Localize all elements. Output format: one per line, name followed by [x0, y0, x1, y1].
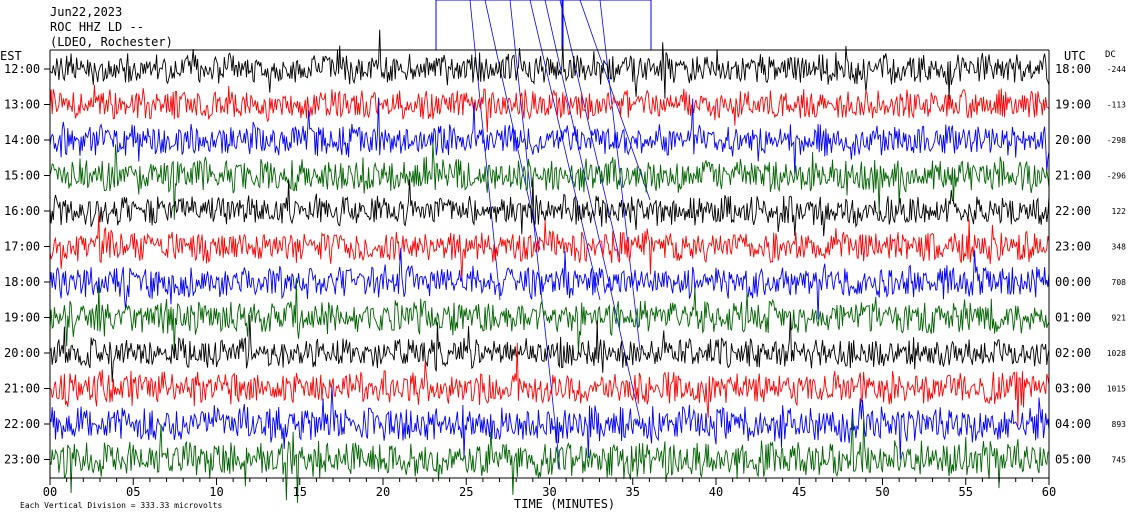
- utc-time-label: 04:00: [1055, 417, 1091, 431]
- est-time-label: 15:00: [4, 169, 40, 183]
- est-time-label: 16:00: [4, 204, 40, 218]
- utc-time-label: 20:00: [1055, 133, 1091, 147]
- row-labels: 12:00 18:00 -244 13:00 19:00 -113 14:00 20:00 -2…: [4, 62, 1126, 467]
- trace-row-14:00: [49, 97, 1050, 175]
- est-time-label: 22:00: [4, 417, 40, 431]
- dc-offset-value: 745: [1112, 456, 1127, 465]
- event-marker-box: [562, 0, 652, 51]
- plot-frame: [49, 49, 1050, 485]
- dc-offset-value: -298: [1107, 136, 1126, 145]
- trace-row-23:00: [49, 416, 1050, 503]
- trace-row-17:00: [49, 214, 1050, 282]
- est-time-label: 20:00: [4, 346, 40, 360]
- trace-row-22:00: [49, 385, 1050, 460]
- utc-time-label: 03:00: [1055, 382, 1091, 396]
- dc-label: DC: [1105, 50, 1116, 60]
- est-time-label: 21:00: [4, 382, 40, 396]
- trace-group: [49, 29, 1050, 503]
- est-time-label: 14:00: [4, 133, 40, 147]
- est-time-label: 23:00: [4, 453, 40, 467]
- x-tick-label: 00: [43, 485, 57, 499]
- x-axis-ticks: 00 05 10 15 20 25 30 35 40 45 50 55 60: [43, 485, 1056, 499]
- est-time-label: 17:00: [4, 240, 40, 254]
- x-tick-label: 40: [709, 485, 723, 499]
- utc-time-label: 02:00: [1055, 346, 1091, 360]
- dc-offset-value: 1028: [1107, 349, 1126, 358]
- utc-time-label: 19:00: [1055, 98, 1091, 112]
- header-network: (LDEO, Rochester): [50, 35, 173, 49]
- dc-offset-value: -113: [1107, 101, 1126, 110]
- x-tick-label: 05: [126, 485, 140, 499]
- scale-note: Each Vertical Division = 333.33 microvol…: [20, 501, 222, 510]
- trace-row-19:00: [49, 277, 1050, 355]
- dc-offset-value: 893: [1112, 420, 1127, 429]
- trace-row-21:00: [49, 342, 1050, 427]
- dc-offset-value: 348: [1112, 243, 1127, 252]
- utc-time-label: 21:00: [1055, 169, 1091, 183]
- est-time-label: 13:00: [4, 98, 40, 112]
- trace-row-15:00: [49, 142, 1050, 220]
- x-tick-label: 10: [209, 485, 223, 499]
- right-timezone-label: UTC: [1064, 49, 1086, 63]
- event-marker-line: [544, 0, 641, 421]
- dc-offset-value: 122: [1112, 207, 1127, 216]
- x-tick-label: 25: [459, 485, 473, 499]
- trace-row-18:00: [49, 248, 1050, 320]
- utc-time-label: 05:00: [1055, 453, 1091, 467]
- x-tick-label: 15: [293, 485, 307, 499]
- dc-offset-value: 708: [1112, 278, 1127, 287]
- utc-time-label: 00:00: [1055, 275, 1091, 289]
- x-tick-label: 55: [959, 485, 973, 499]
- trace-row-16:00: [49, 177, 1050, 237]
- left-timezone-label: EST: [0, 49, 22, 63]
- utc-time-label: 01:00: [1055, 311, 1091, 325]
- trace-row-20:00: [49, 313, 1050, 383]
- x-tick-label: 60: [1042, 485, 1056, 499]
- utc-time-label: 23:00: [1055, 240, 1091, 254]
- x-tick-label: 50: [875, 485, 889, 499]
- est-time-label: 12:00: [4, 62, 40, 76]
- event-marker-box: [435, 0, 563, 51]
- x-axis-title: TIME (MINUTES): [514, 497, 615, 511]
- dc-offset-value: -244: [1107, 65, 1126, 74]
- header-station: ROC HHZ LD --: [50, 20, 144, 34]
- x-tick-label: 45: [792, 485, 806, 499]
- x-tick-label: 35: [626, 485, 640, 499]
- dc-offset-value: 1015: [1107, 385, 1126, 394]
- utc-time-label: 18:00: [1055, 62, 1091, 76]
- trace-row-12:00: [49, 29, 1050, 100]
- header-date: Jun22,2023: [50, 5, 122, 19]
- trace-row-13:00: [49, 84, 1050, 133]
- dc-offset-value: -296: [1107, 172, 1126, 181]
- dc-offset-value: 921: [1112, 314, 1127, 323]
- utc-time-label: 22:00: [1055, 204, 1091, 218]
- x-tick-label: 30: [542, 485, 556, 499]
- est-time-label: 18:00: [4, 275, 40, 289]
- x-tick-label: 20: [376, 485, 390, 499]
- est-time-label: 19:00: [4, 311, 40, 325]
